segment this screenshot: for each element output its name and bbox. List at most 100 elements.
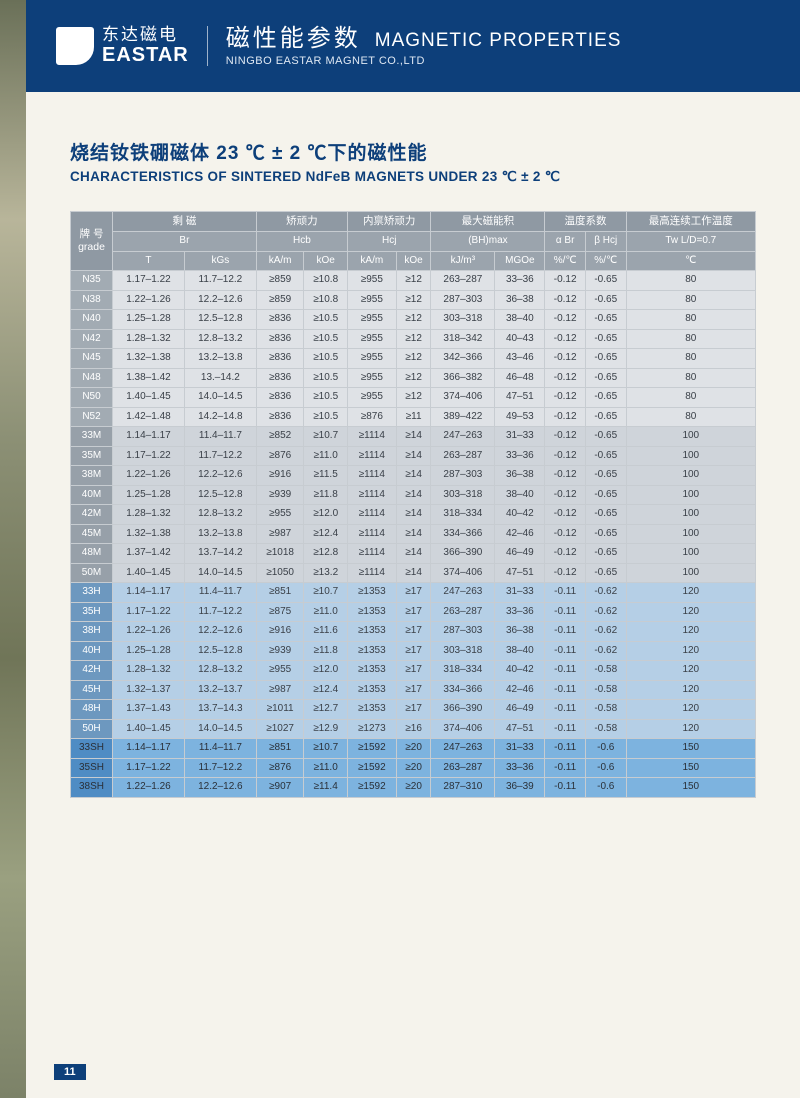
cell-value: ≥1114 <box>347 485 396 505</box>
cell-value: 100 <box>626 427 755 447</box>
cell-value: ≥12.0 <box>304 505 348 525</box>
cell-value: 14.0–14.5 <box>184 719 256 739</box>
table-body: N351.17–1.2211.7–12.2≥859≥10.8≥955≥12263… <box>71 271 756 798</box>
cell-value: 318–342 <box>431 329 495 349</box>
cell-value: 12.5–12.8 <box>184 485 256 505</box>
cell-value: 1.28–1.32 <box>113 329 185 349</box>
cell-value: ≥12 <box>396 388 431 408</box>
cell-value: -0.11 <box>545 661 586 681</box>
cell-value: 13.7–14.2 <box>184 544 256 564</box>
cell-value: 1.17–1.22 <box>113 602 185 622</box>
cell-value: -0.62 <box>585 641 626 661</box>
cell-value: -0.12 <box>545 524 586 544</box>
cell-value: -0.12 <box>545 544 586 564</box>
col-group-br: 剩 磁 <box>113 212 257 232</box>
cell-value: -0.62 <box>585 622 626 642</box>
cell-grade: 50H <box>71 719 113 739</box>
cell-value: -0.12 <box>545 349 586 369</box>
sym-br: Br <box>113 232 257 252</box>
cell-value: ≥14 <box>396 446 431 466</box>
cell-value: 46–48 <box>495 368 545 388</box>
cell-value: 374–406 <box>431 563 495 583</box>
cell-value: 263–287 <box>431 446 495 466</box>
table-row: N381.22–1.2612.2–12.6≥859≥10.8≥955≥12287… <box>71 290 756 310</box>
header-subtitle: NINGBO EASTAR MAGNET CO.,LTD <box>226 54 622 68</box>
cell-value: ≥17 <box>396 583 431 603</box>
cell-value: ≥955 <box>347 329 396 349</box>
cell-value: -0.65 <box>585 388 626 408</box>
cell-value: -0.11 <box>545 700 586 720</box>
cell-value: -0.12 <box>545 563 586 583</box>
cell-grade: 48H <box>71 700 113 720</box>
cell-value: 1.25–1.28 <box>113 485 185 505</box>
cell-value: 389–422 <box>431 407 495 427</box>
cell-value: 31–33 <box>495 583 545 603</box>
cell-value: ≥12.4 <box>304 524 348 544</box>
logo-cn: 东达磁电 <box>102 26 189 45</box>
table-row: 38H1.22–1.2612.2–12.6≥916≥11.6≥1353≥1728… <box>71 622 756 642</box>
cell-value: -0.58 <box>585 719 626 739</box>
cell-grade: N50 <box>71 388 113 408</box>
cell-value: ≥1114 <box>347 524 396 544</box>
cell-value: ≥1114 <box>347 505 396 525</box>
cell-value: ≥859 <box>256 290 304 310</box>
cell-value: ≥12 <box>396 290 431 310</box>
cell-value: ≥876 <box>347 407 396 427</box>
cell-value: ≥859 <box>256 271 304 291</box>
cell-value: ≥1353 <box>347 680 396 700</box>
cell-value: -0.62 <box>585 602 626 622</box>
cell-value: 12.2–12.6 <box>184 290 256 310</box>
header-titles: 磁性能参数 MAGNETIC PROPERTIES NINGBO EASTAR … <box>226 23 622 68</box>
cell-value: 12.2–12.6 <box>184 622 256 642</box>
cell-value: -0.11 <box>545 641 586 661</box>
u-tw: ℃ <box>626 251 755 271</box>
cell-value: ≥836 <box>256 368 304 388</box>
cell-value: ≥1018 <box>256 544 304 564</box>
cell-value: -0.65 <box>585 485 626 505</box>
col-group-hcb: 矫顽力 <box>256 212 347 232</box>
table-row: N521.42–1.4814.2–14.8≥836≥10.5≥876≥11389… <box>71 407 756 427</box>
cell-value: ≥14 <box>396 505 431 525</box>
cell-value: 303–318 <box>431 310 495 330</box>
cell-grade: 50M <box>71 563 113 583</box>
table-row: 35H1.17–1.2211.7–12.2≥875≥11.0≥1353≥1726… <box>71 602 756 622</box>
cell-value: ≥10.5 <box>304 368 348 388</box>
cell-value: 46–49 <box>495 544 545 564</box>
u-hcj-kam: kA/m <box>347 251 396 271</box>
cell-value: -0.12 <box>545 466 586 486</box>
table-row: N421.28–1.3212.8–13.2≥836≥10.5≥955≥12318… <box>71 329 756 349</box>
cell-value: 13.–14.2 <box>184 368 256 388</box>
cell-value: 1.17–1.22 <box>113 758 185 778</box>
table-row: 40M1.25–1.2812.5–12.8≥939≥11.8≥1114≥1430… <box>71 485 756 505</box>
cell-value: 120 <box>626 622 755 642</box>
cell-value: 100 <box>626 524 755 544</box>
table-row: 50H1.40–1.4514.0–14.5≥1027≥12.9≥1273≥163… <box>71 719 756 739</box>
cell-value: 33–36 <box>495 758 545 778</box>
cell-value: 12.8–13.2 <box>184 505 256 525</box>
cell-value: -0.65 <box>585 466 626 486</box>
doc-title-en: CHARACTERISTICS OF SINTERED NdFeB MAGNET… <box>70 169 756 185</box>
cell-value: 100 <box>626 544 755 564</box>
cell-value: ≥1592 <box>347 758 396 778</box>
table-wrap: 牌 号 grade 剩 磁 矫顽力 内禀矫顽力 最大磁能积 温度系数 最高连续工… <box>70 211 756 798</box>
cell-value: -0.65 <box>585 290 626 310</box>
cell-value: 42–46 <box>495 680 545 700</box>
cell-value: -0.11 <box>545 622 586 642</box>
cell-value: -0.12 <box>545 505 586 525</box>
cell-value: ≥10.5 <box>304 310 348 330</box>
cell-value: -0.6 <box>585 739 626 759</box>
cell-grade: 35M <box>71 446 113 466</box>
cell-value: ≥11.8 <box>304 485 348 505</box>
cell-value: ≥955 <box>347 368 396 388</box>
cell-value: ≥12 <box>396 271 431 291</box>
scan-edge-strip <box>0 0 26 1098</box>
cell-value: ≥12 <box>396 310 431 330</box>
grade-label-en: grade <box>78 241 105 253</box>
cell-value: 43–46 <box>495 349 545 369</box>
cell-value: 100 <box>626 446 755 466</box>
cell-value: 287–303 <box>431 290 495 310</box>
page-number: 11 <box>54 1064 86 1080</box>
cell-value: ≥916 <box>256 466 304 486</box>
cell-grade: 40H <box>71 641 113 661</box>
cell-value: ≥1114 <box>347 427 396 447</box>
